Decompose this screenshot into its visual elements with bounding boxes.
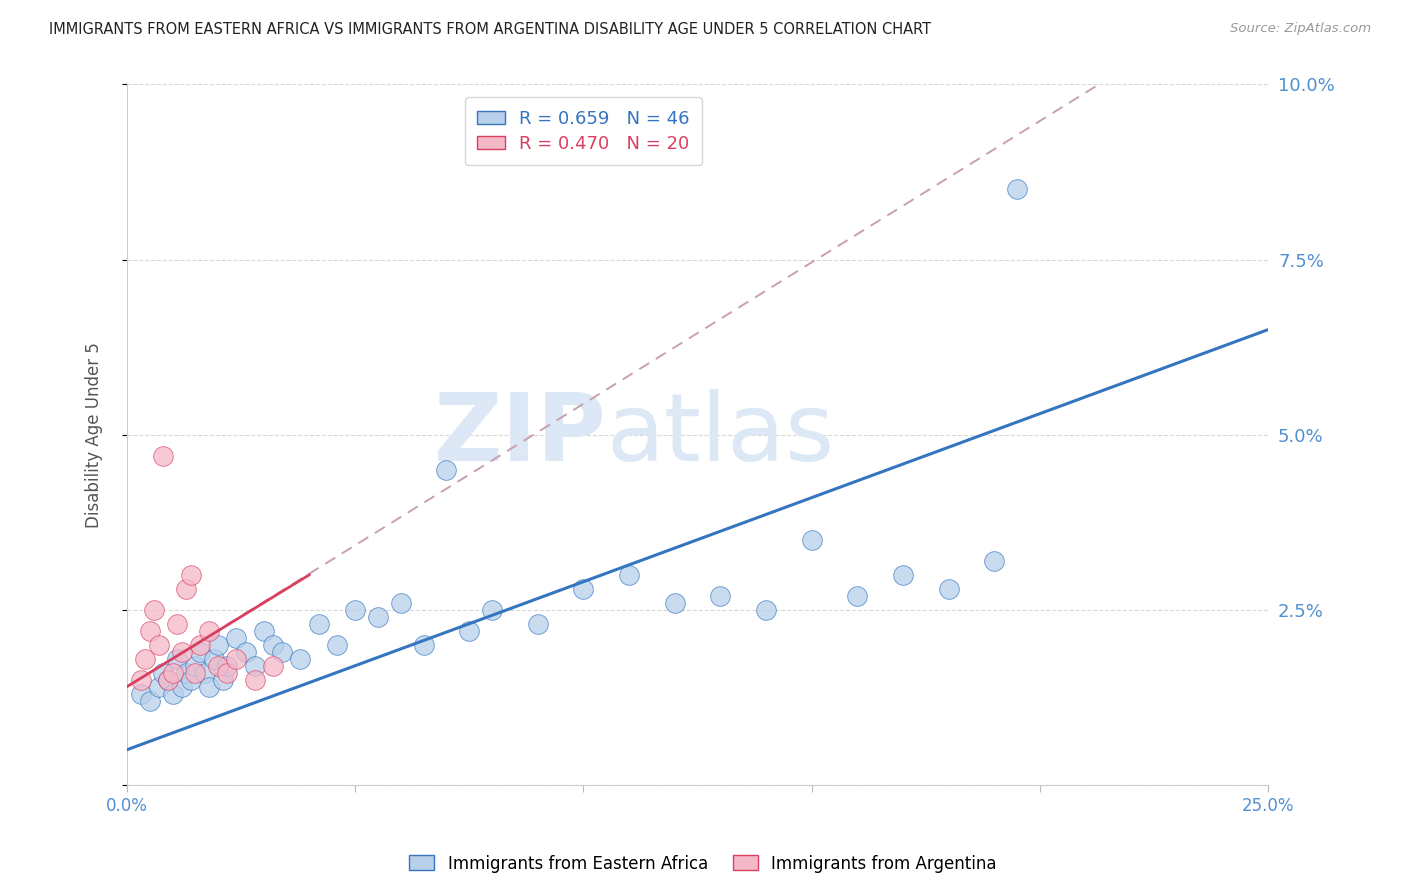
Text: atlas: atlas [606,389,835,481]
Point [174,582,197,596]
Point [180,673,202,687]
Point [152,665,174,680]
Point [170,680,193,694]
Point [243,658,266,673]
Text: Source: ZipAtlas.com: Source: ZipAtlas.com [1230,22,1371,36]
Point [152,449,174,463]
Point [217,665,239,680]
Legend: R = 0.659   N = 46, R = 0.470   N = 20: R = 0.659 N = 46, R = 0.470 N = 20 [465,97,702,166]
Point [184,665,207,680]
Point [1005,182,1028,196]
Text: IMMIGRANTS FROM EASTERN AFRICA VS IMMIGRANTS FROM ARGENTINA DISABILITY AGE UNDER: IMMIGRANTS FROM EASTERN AFRICA VS IMMIGR… [49,22,931,37]
Point [211,673,233,687]
Point [262,658,284,673]
Point [572,582,595,596]
Point [225,651,247,665]
Point [156,673,179,687]
Point [290,651,312,665]
Point [458,624,481,638]
Point [143,602,166,616]
Point [148,638,170,652]
Point [235,645,257,659]
Point [156,673,179,687]
Point [188,645,211,659]
Point [166,651,188,665]
Point [207,638,229,652]
Point [262,638,284,652]
Point [129,687,152,701]
Point [938,582,960,596]
Point [198,624,221,638]
Point [755,602,778,616]
Y-axis label: Disability Age Under 5: Disability Age Under 5 [86,342,103,527]
Point [225,631,247,645]
Point [162,687,184,701]
Point [709,589,731,603]
Point [617,567,640,582]
Point [180,567,202,582]
Point [983,554,1005,568]
Point [207,658,229,673]
Point [308,616,330,631]
Point [174,665,197,680]
Point [188,638,211,652]
Point [202,651,225,665]
Point [846,589,869,603]
Point [436,462,458,476]
Point [243,673,266,687]
Point [344,602,367,616]
Point [481,602,503,616]
Point [217,658,239,673]
Point [891,567,914,582]
Point [271,645,294,659]
Point [170,645,193,659]
Text: ZIP: ZIP [433,389,606,481]
Point [134,651,156,665]
Point [800,533,823,547]
Point [367,609,389,624]
Point [129,673,152,687]
Point [412,638,434,652]
Point [162,665,184,680]
Point [326,638,349,652]
Legend: Immigrants from Eastern Africa, Immigrants from Argentina: Immigrants from Eastern Africa, Immigran… [402,848,1004,880]
Point [138,624,160,638]
Point [166,616,188,631]
Point [527,616,550,631]
Point [193,665,215,680]
Point [184,658,207,673]
Point [253,624,276,638]
Point [198,680,221,694]
Point [389,596,412,610]
Point [664,596,686,610]
Point [148,680,170,694]
Point [138,694,160,708]
